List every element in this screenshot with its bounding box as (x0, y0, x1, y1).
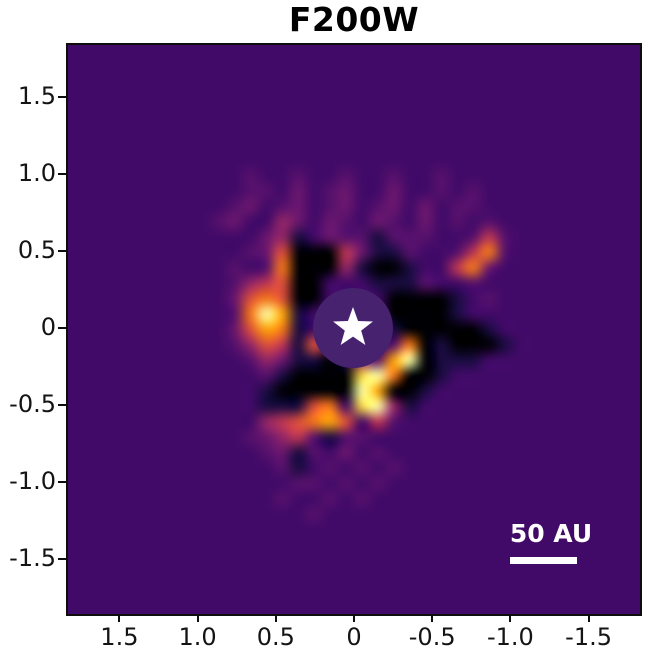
x-tick-label: -0.5 (408, 623, 456, 651)
y-tick-label: 1.0 (17, 159, 56, 187)
plot-area: 50 AU 1.5 1.0 0.5 0 -0.5 -1.0 -1.5 1.5 1.0 0.5 0 -… (9, 43, 642, 651)
y-tick-mark (58, 404, 66, 406)
x-tick-label: 0.5 (256, 623, 295, 651)
y-tick-label: 0 (40, 313, 56, 341)
x-tick-label: 1.5 (100, 623, 139, 651)
y-tick-label: 1.5 (17, 82, 56, 110)
x-tick-mark (274, 614, 277, 622)
x-tick-mark (509, 614, 512, 622)
x-tick-mark (431, 614, 434, 622)
y-tick-mark (58, 250, 66, 252)
y-tick-label: -1.0 (9, 467, 56, 495)
star-marker-icon (333, 307, 373, 345)
x-tick-label: -1.0 (486, 623, 534, 651)
y-tick-mark (58, 96, 66, 98)
x-tick-mark (196, 614, 199, 622)
x-tick-label: 0 (346, 623, 362, 651)
x-tick-mark (353, 614, 355, 622)
y-tick-label: -0.5 (9, 390, 56, 418)
x-tick-mark (118, 614, 121, 622)
y-tick-mark (58, 481, 66, 483)
scale-bar-label: 50 AU (509, 519, 593, 548)
y-tick-label: 0.5 (17, 236, 56, 264)
y-tick-label: -1.5 (9, 544, 56, 572)
scale-bar (510, 557, 577, 564)
y-tick-mark (58, 558, 66, 560)
x-tick-label: 1.0 (178, 623, 217, 651)
y-tick-mark (58, 173, 66, 175)
x-tick-mark (587, 614, 590, 622)
y-tick-mark (58, 327, 66, 329)
plot-title: F200W (288, 0, 420, 39)
x-tick-label: -1.5 (565, 623, 612, 651)
